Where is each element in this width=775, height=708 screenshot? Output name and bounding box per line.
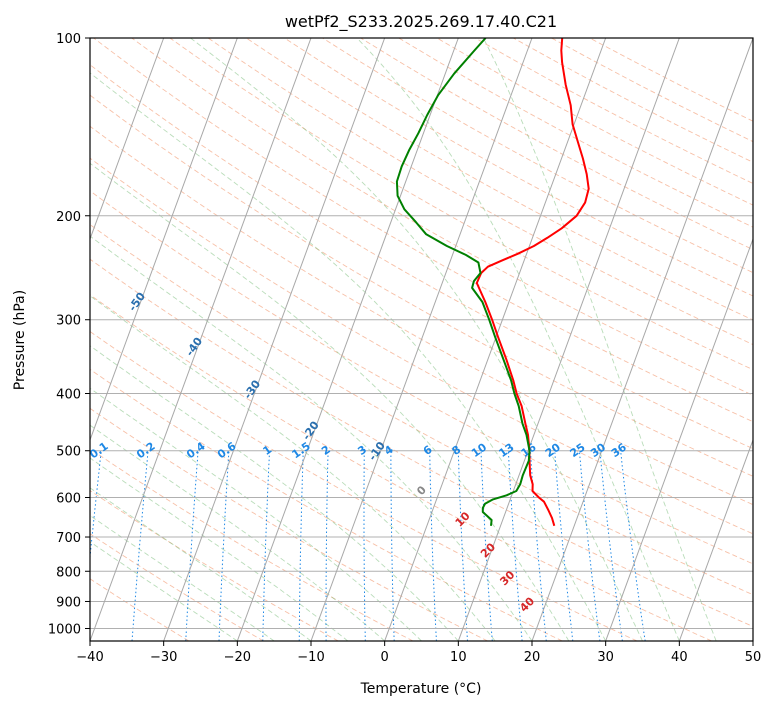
dry-adiabat: [90, 330, 638, 641]
axes: −40 −30 −20 −10 0 10 20 30 40 50 100 200 300 400 500 60…: [48, 32, 761, 665]
moist-adiabat: [190, 38, 643, 641]
isotherm-gridline: [163, 38, 386, 641]
dry-adiabat: [90, 125, 753, 506]
x-tick-label: −40: [76, 650, 103, 665]
y-axis-label: Pressure (hPa): [12, 290, 28, 390]
chart-title: wetPf2_S233.2025.269.17.40.C21: [285, 12, 557, 32]
isotherm-gridline: [90, 38, 165, 241]
isotherm-gridline: [605, 237, 753, 641]
mixing-ratio-line: [620, 450, 646, 641]
dry-adiabat: [90, 224, 753, 596]
isotherm-gridline: [531, 38, 753, 641]
dry-adiabat: [90, 533, 264, 641]
x-tick-label: 30: [597, 650, 614, 665]
isotherm-gridline: [90, 38, 238, 442]
mixing-ratio-line: [599, 450, 623, 641]
x-tick-label: 40: [671, 650, 688, 665]
isotherm-label: -60: [69, 245, 91, 269]
y-tick-label: 200: [56, 210, 81, 225]
dry-adiabat: [90, 64, 753, 450]
isotherm-gridline: [457, 38, 680, 641]
profile-series: [395, 38, 590, 527]
moist-adiabat: [482, 38, 717, 641]
x-axis-label: Temperature (°C): [360, 681, 482, 697]
dry-adiabat: [90, 294, 712, 641]
moist-adiabat: [90, 424, 385, 641]
x-tick-label: 50: [745, 650, 762, 665]
isotherm-gridline: [236, 38, 459, 641]
moist-adiabat: [90, 345, 459, 641]
moist-adiabat: [90, 457, 349, 641]
y-tick-label: 800: [56, 565, 81, 580]
dry-adiabat: [284, 38, 753, 297]
dry-adiabat: [90, 407, 488, 641]
y-tick-label: 400: [56, 388, 81, 403]
x-tick-label: −20: [224, 650, 251, 665]
x-tick-label: −30: [150, 650, 177, 665]
dry-adiabat: [90, 157, 753, 535]
y-tick-label: 300: [56, 314, 81, 329]
dry-adiabat: [93, 38, 753, 423]
x-tick-label: 10: [450, 650, 467, 665]
dry-adiabat: [90, 368, 563, 641]
moist-adiabat: [356, 38, 680, 641]
dewpoint-profile: [395, 38, 531, 526]
moist-adiabat: [90, 235, 533, 641]
x-tick-label: 20: [524, 650, 541, 665]
x-tick-label: 0: [381, 650, 389, 665]
background-lines: [90, 38, 753, 641]
y-tick-label: 600: [56, 491, 81, 506]
isotherm-label: -70: [12, 199, 34, 223]
y-tick-label: 700: [56, 531, 81, 546]
isotherm-gridline: [678, 438, 753, 641]
isotherm-gridline: [752, 639, 753, 641]
y-tick-label: 900: [56, 595, 81, 610]
moist-adiabat: [90, 541, 238, 641]
dry-adiabat: [245, 38, 753, 321]
isotherm-gridline: [90, 38, 312, 641]
x-tick-label: −10: [297, 650, 324, 665]
y-tick-label: 100: [56, 32, 81, 47]
isotherm-gridline: [310, 38, 533, 641]
moist-adiabat: [90, 162, 570, 641]
mixing-ratio-line: [578, 450, 601, 641]
moist-adiabat: [90, 514, 275, 641]
dry-adiabat: [90, 94, 753, 477]
y-tick-label: 1000: [48, 622, 81, 637]
plot-frame: [89, 37, 754, 642]
y-tick-label: 500: [56, 445, 81, 460]
temperature-profile: [475, 38, 590, 527]
